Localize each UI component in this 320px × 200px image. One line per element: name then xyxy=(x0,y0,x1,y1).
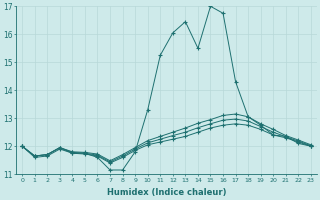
X-axis label: Humidex (Indice chaleur): Humidex (Indice chaleur) xyxy=(107,188,226,197)
